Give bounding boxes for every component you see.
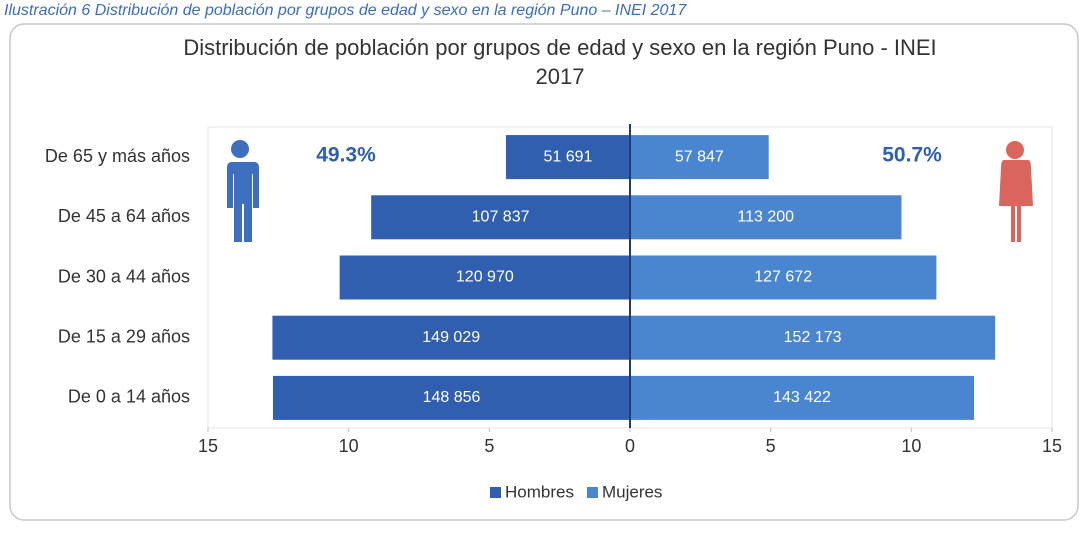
chart-title: Distribución de población por grupos de …: [183, 35, 936, 60]
annotation: 49.3%: [316, 144, 376, 167]
x-tick-label: 15: [1042, 436, 1062, 456]
female-icon: [999, 141, 1033, 242]
legend-swatch: [586, 487, 598, 498]
bar: [630, 135, 769, 180]
category-label: De 15 a 29 años: [58, 326, 190, 346]
legend-label: Mujeres: [602, 482, 662, 501]
data-label: 107 837: [472, 209, 530, 226]
bar: [630, 375, 975, 420]
bar: [630, 195, 902, 240]
bar: [630, 255, 937, 300]
bar: [339, 255, 630, 300]
category-label: De 65 y más años: [45, 146, 190, 166]
x-tick-label: 10: [901, 436, 921, 456]
category-label: De 0 a 14 años: [68, 387, 190, 407]
x-tick-label: 10: [339, 436, 359, 456]
male-icon: [226, 140, 259, 242]
legend-swatch: [490, 487, 501, 498]
bar: [371, 195, 630, 240]
caption: Ilustración 6 Distribución de población …: [4, 2, 687, 19]
bar: [505, 135, 630, 180]
x-tick-label: 5: [766, 436, 776, 456]
bar: [272, 375, 630, 420]
bar: [272, 315, 630, 360]
legend-label: Hombres: [505, 482, 574, 501]
category-label: De 30 a 44 años: [58, 266, 190, 286]
data-label: 149 029: [422, 329, 480, 346]
data-label: 57 847: [675, 148, 724, 165]
chart-title: 2017: [536, 64, 585, 89]
data-label: 113 200: [737, 209, 794, 226]
data-label: 127 672: [754, 269, 812, 286]
data-label: 152 173: [784, 329, 842, 346]
data-label: 143 422: [773, 389, 831, 406]
data-label: 120 970: [456, 269, 514, 286]
annotation: 50.7%: [882, 144, 942, 167]
x-tick-label: 15: [198, 436, 218, 456]
x-tick-label: 0: [625, 436, 635, 456]
data-label: 51 691: [543, 148, 592, 165]
bar: [630, 315, 996, 360]
category-label: De 45 a 64 años: [58, 206, 190, 226]
x-tick-label: 5: [484, 436, 494, 456]
data-label: 148 856: [423, 389, 481, 406]
